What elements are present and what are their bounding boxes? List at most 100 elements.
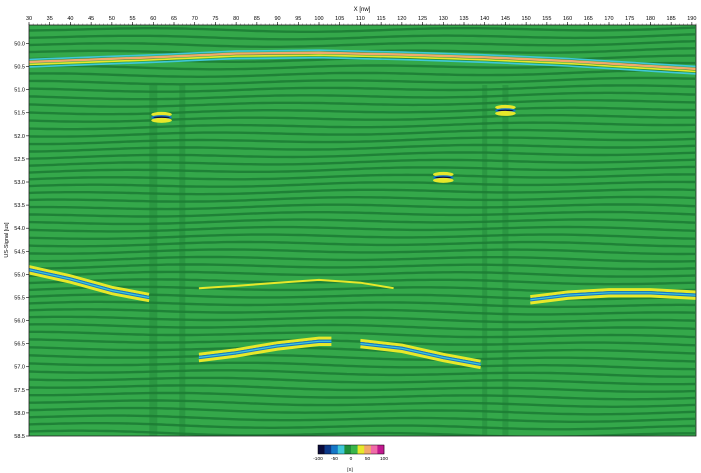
reflector-line bbox=[198, 343, 332, 363]
y-tick-label: 54.5 bbox=[14, 249, 25, 255]
x-tick-label: 55 bbox=[130, 16, 136, 22]
reflector-line bbox=[360, 338, 481, 363]
x-tick-label: 65 bbox=[171, 16, 177, 22]
y-tick-label: 54.0 bbox=[14, 226, 25, 232]
colorbar-swatch bbox=[364, 445, 372, 454]
layer-band bbox=[29, 218, 696, 226]
layer-band bbox=[29, 300, 695, 309]
y-axis: 50.0 50.5 51.0 51.5 52.0 52.5 53.0 53.5 54.0 54.5… bbox=[14, 41, 29, 440]
layer-band bbox=[29, 40, 696, 48]
layer-band bbox=[29, 69, 696, 78]
y-tick-label: 52.5 bbox=[14, 157, 25, 163]
x-tick-label: 80 bbox=[233, 16, 239, 22]
x-tick-label: 150 bbox=[522, 16, 531, 22]
x-axis-label: X [nw] bbox=[354, 7, 371, 13]
x-tick-label: 70 bbox=[192, 16, 198, 22]
x-tick-label: 190 bbox=[687, 16, 696, 22]
layer-band bbox=[29, 136, 696, 146]
y-tick-label: 52.0 bbox=[14, 134, 25, 140]
colorbar-tick-label: 100 bbox=[380, 456, 388, 462]
layer-band bbox=[29, 188, 696, 196]
layer-band bbox=[29, 330, 696, 339]
y-axis-label: US-Signal [us] bbox=[4, 222, 10, 258]
layer-band bbox=[29, 99, 696, 108]
x-tick-label: 125 bbox=[418, 16, 427, 22]
layer-band bbox=[29, 26, 696, 33]
reflector-line bbox=[360, 345, 481, 370]
colorbar-swatch bbox=[377, 445, 385, 454]
layer-band bbox=[29, 369, 695, 378]
x-tick-label: 170 bbox=[604, 16, 613, 22]
reflector-line bbox=[530, 294, 696, 305]
layer-band bbox=[29, 255, 696, 263]
layer-band bbox=[29, 414, 696, 423]
anomaly-halo bbox=[495, 110, 516, 116]
reflector bbox=[29, 265, 150, 303]
colorbar-tick-label: -50 bbox=[331, 456, 338, 462]
colorbar-frame bbox=[317, 444, 385, 455]
reflector bbox=[198, 336, 332, 363]
layer-band bbox=[29, 391, 696, 401]
layer-band bbox=[29, 308, 696, 316]
layer-band bbox=[29, 195, 696, 203]
x-tick-label: 140 bbox=[480, 16, 489, 22]
layer-band bbox=[29, 346, 696, 355]
reflector-line bbox=[198, 340, 332, 359]
layer-band bbox=[29, 315, 696, 324]
y-tick-label: 56.0 bbox=[14, 319, 25, 325]
layer-band bbox=[29, 91, 696, 101]
surface-line bbox=[29, 56, 696, 75]
y-tick-label: 50.5 bbox=[14, 65, 25, 71]
y-tick-label: 58.5 bbox=[14, 434, 25, 440]
layer-band bbox=[29, 270, 696, 278]
x-tick-label: 160 bbox=[563, 16, 572, 22]
x-tick-label: 50 bbox=[109, 16, 115, 22]
layer-band bbox=[29, 278, 696, 286]
disturbance-zone bbox=[502, 85, 509, 436]
layer-band bbox=[29, 180, 695, 188]
reflector-line bbox=[198, 336, 332, 356]
layer-band bbox=[29, 240, 695, 248]
layer-band bbox=[29, 376, 696, 386]
layer-band bbox=[29, 210, 696, 218]
layer-band bbox=[29, 429, 695, 436]
colorbar-swatch bbox=[318, 445, 325, 454]
y-tick-label: 58.0 bbox=[14, 411, 25, 417]
reflector-line bbox=[198, 278, 394, 290]
colorbar-swatch bbox=[324, 445, 332, 454]
layer-band bbox=[29, 225, 696, 233]
reflector bbox=[29, 49, 696, 75]
layer-band bbox=[29, 158, 696, 167]
layer-band bbox=[29, 143, 696, 153]
reflector-line bbox=[29, 269, 150, 299]
layer-band bbox=[29, 151, 696, 160]
y-tick-label: 55.5 bbox=[14, 295, 25, 301]
x-tick-label: 45 bbox=[88, 16, 94, 22]
layer-band bbox=[29, 248, 695, 256]
x-axis: 30 35 40 45 50 55 60 65 70 75 80 85 90 95 100 105 110 115… bbox=[26, 16, 696, 25]
colorbar-label: [S] bbox=[347, 467, 353, 472]
x-tick-label: 110 bbox=[356, 16, 365, 22]
layer-band bbox=[29, 84, 696, 93]
layer-band bbox=[29, 121, 696, 131]
layer-band bbox=[29, 323, 696, 331]
layer-band bbox=[29, 233, 696, 240]
colorbar-swatch bbox=[351, 445, 358, 454]
x-tick-label: 105 bbox=[335, 16, 344, 22]
x-tick-label: 175 bbox=[625, 16, 634, 22]
x-tick-label: 35 bbox=[47, 16, 53, 22]
colorbar-tick-label: -100 bbox=[313, 456, 323, 462]
y-tick-label: 55.0 bbox=[14, 272, 25, 278]
anomaly-center bbox=[435, 176, 452, 179]
colorbar-swatch bbox=[370, 445, 378, 454]
x-tick-label: 75 bbox=[212, 16, 218, 22]
x-tick-label: 135 bbox=[459, 16, 468, 22]
reflector bbox=[198, 278, 394, 290]
reflector bbox=[360, 338, 481, 370]
layer-band bbox=[29, 165, 696, 174]
plot-frame bbox=[28, 24, 697, 437]
colorbar-swatch bbox=[337, 445, 345, 454]
y-tick-label: 50.0 bbox=[14, 41, 25, 47]
y-tick-label: 51.5 bbox=[14, 111, 25, 117]
